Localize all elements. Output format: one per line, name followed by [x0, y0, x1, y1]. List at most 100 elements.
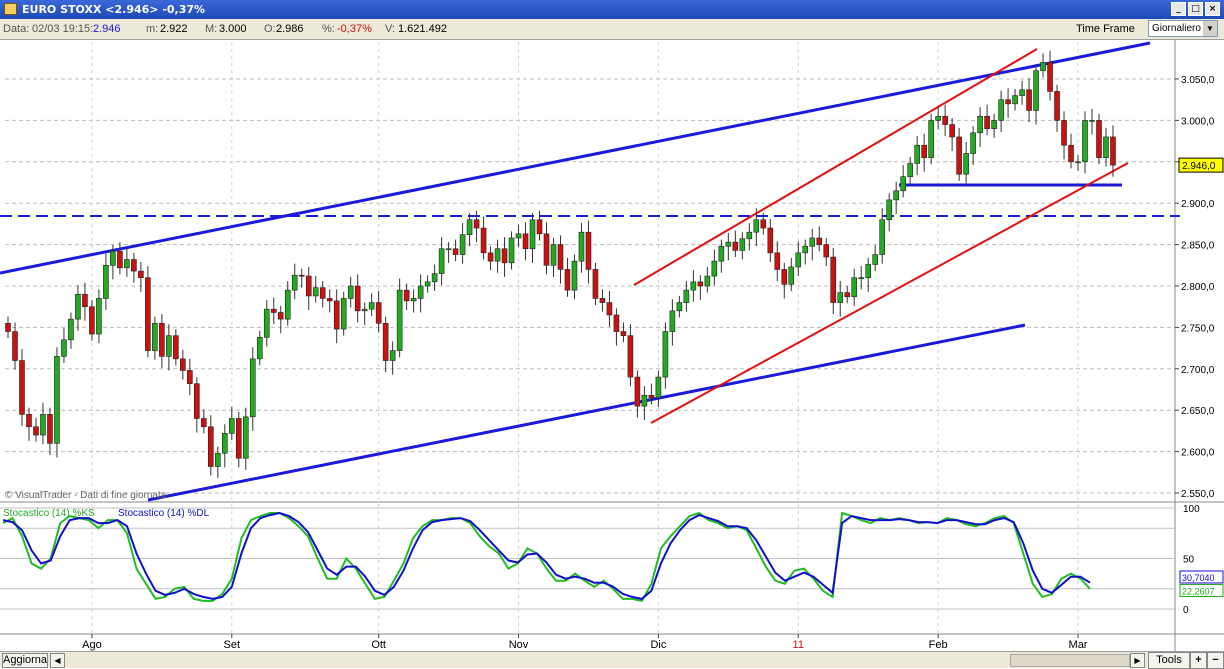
- price-tick-label: 2.700,0: [1181, 365, 1215, 376]
- timeframe-select[interactable]: Giornaliero ▼: [1148, 20, 1218, 37]
- candle-body: [774, 252, 781, 270]
- candle-body: [117, 250, 123, 269]
- candle-body: [760, 219, 767, 229]
- candle-body: [326, 298, 333, 302]
- stoch-k-value: 22,2607: [1182, 587, 1215, 597]
- candle-body: [361, 308, 368, 312]
- update-button[interactable]: Aggiorna: [2, 653, 48, 668]
- candle-body: [998, 99, 1004, 121]
- open-label: O:: [264, 23, 276, 35]
- candle-body: [277, 312, 284, 320]
- candle-body: [417, 285, 424, 299]
- timeframe-value: Giornaliero: [1152, 23, 1201, 34]
- candle-body: [844, 292, 851, 298]
- candle-body: [1082, 120, 1088, 163]
- candle-body: [697, 281, 704, 287]
- candle-body: [180, 358, 186, 371]
- candle-body: [746, 231, 753, 240]
- candle-body: [145, 277, 151, 351]
- candle-body: [291, 274, 298, 291]
- scroll-thumb[interactable]: [1010, 654, 1130, 667]
- candle-body: [739, 238, 746, 251]
- candle-body: [851, 277, 858, 298]
- close-button[interactable]: ×: [1205, 2, 1220, 16]
- candle-body: [431, 273, 438, 283]
- title-bar: EURO STOXX <2.946> -0,37% _ □ ×: [0, 0, 1224, 19]
- time-tick-label: Nov: [509, 639, 529, 651]
- price-tick-label: 2.850,0: [1181, 241, 1215, 252]
- candle-body: [19, 360, 25, 415]
- candle-body: [585, 231, 592, 270]
- candle-body: [54, 356, 60, 444]
- stoch-tick-label: 50: [1183, 555, 1195, 566]
- candle-body: [424, 281, 431, 287]
- candle-body: [410, 298, 417, 302]
- time-tick-label: Feb: [929, 639, 948, 651]
- stochastic-panel: 100 50 0 30,7040 22,2607: [0, 504, 1224, 616]
- candle-body: [893, 190, 899, 201]
- price-tick-label: 3.050,0: [1181, 75, 1215, 86]
- zoom-in-button[interactable]: +: [1190, 652, 1207, 669]
- candle-body: [984, 115, 990, 129]
- candle-body: [676, 302, 683, 312]
- candle-body: [732, 241, 739, 251]
- zoom-out-button[interactable]: −: [1207, 652, 1224, 669]
- candle-body: [215, 452, 221, 467]
- chevron-down-icon[interactable]: ▼: [1203, 21, 1217, 36]
- candle-body: [1075, 161, 1081, 164]
- time-axis: Ago Set Ott Nov Dic 11 Feb Mar: [82, 634, 1088, 651]
- candle-body: [907, 163, 913, 178]
- candle-body: [914, 144, 920, 164]
- candle-body: [648, 394, 655, 399]
- stoch-d-tag: [1179, 570, 1224, 584]
- candle-body: [606, 302, 613, 316]
- candle-body: [396, 289, 403, 351]
- candle-body: [508, 237, 515, 264]
- scroll-right-icon[interactable]: ▶: [1130, 653, 1145, 668]
- candle-body: [529, 219, 536, 250]
- tools-button[interactable]: Tools: [1148, 652, 1190, 669]
- candle-body: [1054, 91, 1060, 121]
- candle-body: [305, 275, 312, 297]
- candle-body: [5, 322, 11, 332]
- time-tick-label: Mar: [1069, 639, 1088, 651]
- candle-body: [466, 219, 473, 235]
- max-value: 3.000: [219, 23, 247, 35]
- candle-body: [319, 287, 326, 299]
- candle-body: [389, 350, 396, 361]
- candle-body: [578, 231, 585, 262]
- scroll-left-icon[interactable]: ◀: [50, 653, 65, 668]
- time-tick-label: Dic: [650, 639, 666, 651]
- price-tick-label: 2.650,0: [1181, 406, 1215, 417]
- stoch-d-value: 30,7040: [1182, 573, 1215, 583]
- candle-body: [459, 234, 466, 255]
- last-price-tag: [1178, 157, 1224, 173]
- bottom-toolbar: Aggiorna ◀ ▶ Tools + −: [0, 651, 1224, 669]
- lower-red-channel: [650, 162, 1129, 424]
- candle-body: [809, 237, 816, 247]
- candle-body: [347, 285, 354, 299]
- candle-body: [1068, 144, 1074, 163]
- candle-body: [1012, 95, 1018, 105]
- candle-body: [949, 124, 955, 138]
- price-tick-label: 3.000,0: [1181, 116, 1215, 127]
- candle-body: [1047, 62, 1053, 92]
- min-label: m:: [146, 23, 159, 35]
- price-tick-label: 2.600,0: [1181, 448, 1215, 459]
- minimize-button[interactable]: _: [1171, 2, 1186, 16]
- stoch-d-line: [2, 511, 1091, 600]
- candle-body: [249, 358, 256, 418]
- lower-blue-trendline: [147, 323, 1026, 502]
- candle-body: [47, 414, 53, 444]
- pct-value: -0,37%: [337, 23, 372, 35]
- candle-body: [879, 219, 885, 255]
- candle-body: [655, 376, 662, 399]
- candle-body: [256, 337, 263, 360]
- candle-body: [82, 293, 88, 307]
- candle-body: [816, 237, 823, 245]
- time-tick-label: Ago: [82, 639, 102, 651]
- maximize-button[interactable]: □: [1188, 2, 1203, 16]
- candle-body: [228, 418, 235, 434]
- time-tick-label: Set: [224, 639, 241, 651]
